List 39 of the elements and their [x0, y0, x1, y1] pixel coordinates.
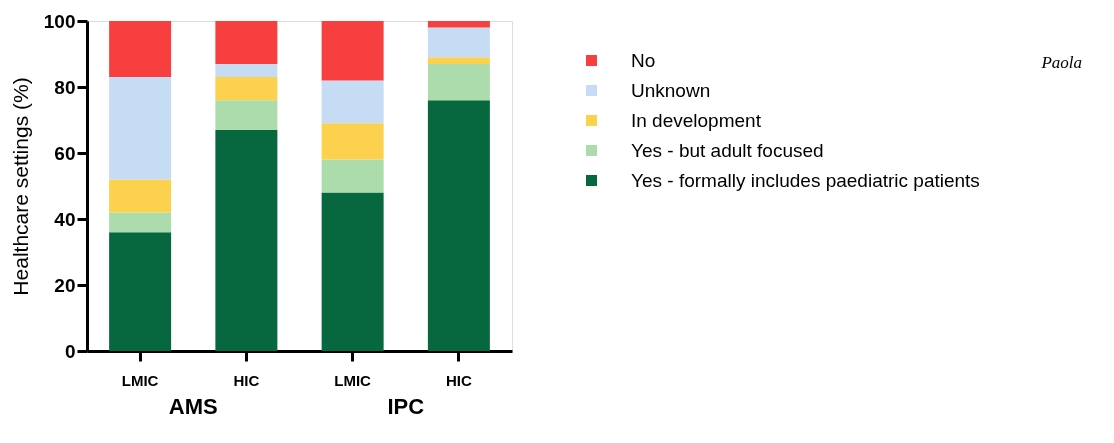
legend-label: Unknown — [631, 79, 711, 101]
bar — [215, 63, 278, 78]
bar — [109, 212, 172, 233]
bar — [427, 21, 490, 28]
bar — [427, 27, 490, 58]
text: IPC — [387, 394, 425, 419]
bar — [215, 129, 278, 351]
bar — [427, 57, 490, 64]
legend-label: Yes - formally includes paediatric patients — [631, 169, 980, 191]
legend-label: No — [631, 49, 656, 71]
x-tick-label: LMIC — [121, 371, 159, 389]
bar — [109, 179, 172, 213]
bar — [215, 21, 278, 64]
bar — [321, 123, 384, 160]
x-tick-label: HIC — [445, 371, 472, 389]
x-tick-label: LMIC — [334, 371, 372, 389]
bar — [321, 80, 384, 124]
bar — [109, 77, 172, 180]
y-tick-label: 40 — [54, 208, 76, 230]
x-tick-label: HIC — [233, 371, 260, 389]
y-tick-label: 0 — [64, 340, 76, 362]
y-tick-label: 60 — [54, 142, 76, 164]
y-tick-label: 20 — [54, 274, 76, 296]
bar — [215, 100, 278, 130]
bar — [427, 63, 490, 101]
bar — [427, 100, 490, 351]
bar — [109, 21, 172, 78]
y-tick-label: 80 — [54, 76, 76, 98]
y-axis-title: Healthcare settings (%) — [8, 77, 32, 296]
bar — [321, 21, 384, 81]
text: AMS — [168, 394, 218, 419]
bar — [321, 159, 384, 193]
y-tick-label: 100 — [43, 10, 76, 32]
bar — [321, 192, 384, 351]
legend-label: In development — [631, 109, 762, 131]
bar — [109, 232, 172, 351]
text: Paola — [1040, 53, 1082, 72]
bar — [215, 77, 278, 101]
legend-label: Yes - but adult focused — [631, 139, 824, 161]
